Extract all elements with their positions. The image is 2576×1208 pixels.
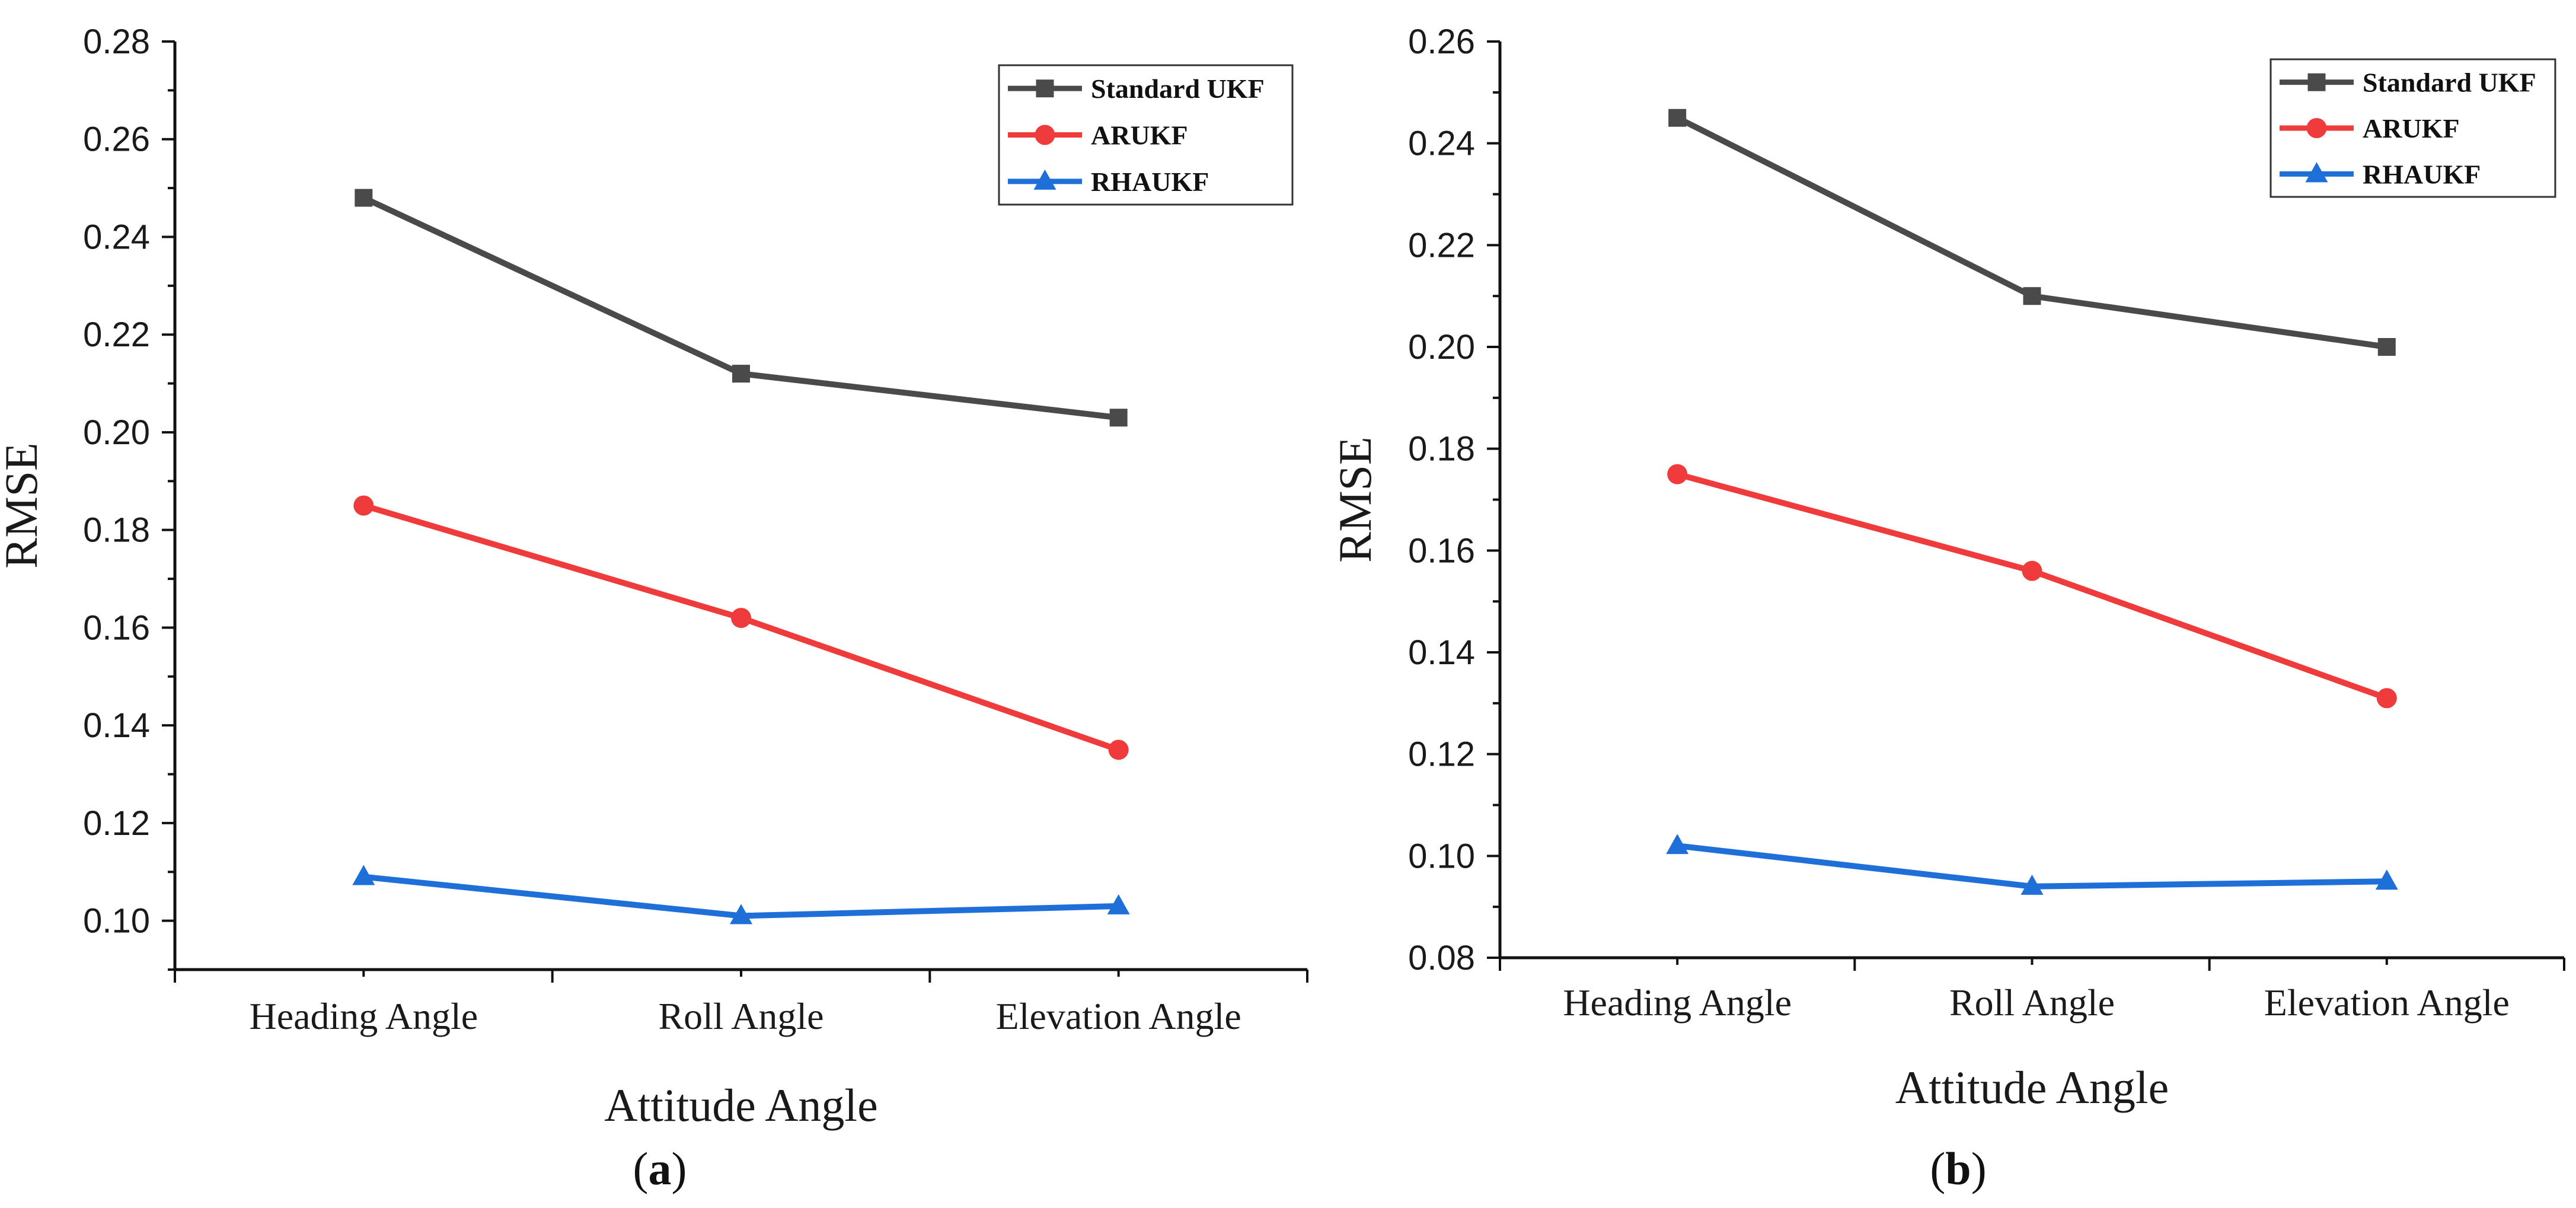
x-tick-label: Roll Angle — [658, 995, 823, 1037]
panel-label-b: (b) — [1930, 1143, 1986, 1194]
y-tick-label: 0.14 — [83, 706, 150, 745]
data-point-0-2 — [1109, 409, 1128, 427]
y-tick-label: 0.22 — [83, 315, 150, 354]
y-tick-label: 0.10 — [83, 902, 150, 941]
x-axis-title: Attitude Angle — [604, 1079, 877, 1131]
y-tick-label: 0.12 — [83, 804, 150, 843]
legend-marker-2 — [1033, 169, 1056, 190]
legend-label-1: ARUKF — [1091, 120, 1188, 151]
data-point-0-2 — [2377, 338, 2396, 356]
legend-label-0: Standard UKF — [2363, 68, 2536, 98]
legend-marker-0 — [1036, 79, 1054, 98]
x-axis-title: Attitude Angle — [1895, 1062, 2169, 1113]
y-tick-label: 0.26 — [1408, 23, 1475, 61]
series-line-1 — [1676, 471, 2388, 701]
y-axis-title: RMSE — [1329, 436, 1381, 562]
legend-label-1: ARUKF — [2363, 113, 2460, 144]
data-point-2-1 — [2020, 874, 2044, 895]
data-point-2-0 — [1666, 834, 1689, 855]
y-tick-label: 0.18 — [83, 511, 150, 550]
data-point-1-1 — [731, 607, 751, 628]
data-point-0-1 — [2023, 287, 2041, 305]
y-tick-label: 0.22 — [1408, 226, 1475, 264]
legend-label-2: RHAUKF — [2363, 159, 2481, 189]
legend-marker-0 — [2307, 73, 2326, 91]
data-point-2-2 — [2375, 869, 2398, 890]
data-point-1-2 — [2376, 688, 2397, 709]
legend-marker-2 — [2305, 162, 2328, 183]
y-tick-label: 0.26 — [83, 120, 150, 159]
panel-label-a: (a) — [633, 1143, 687, 1194]
legend: Standard UKF ARUKF RHAUKF — [998, 64, 1294, 206]
series-line-0 — [362, 195, 1119, 421]
legend-marker-1 — [1035, 125, 1055, 145]
y-tick-label: 0.14 — [1408, 633, 1475, 672]
y-tick-label: 0.12 — [1408, 735, 1475, 774]
y-tick-label: 0.16 — [1408, 531, 1475, 570]
y-tick-label: 0.20 — [1408, 328, 1475, 366]
data-point-2-2 — [1107, 894, 1130, 914]
y-tick-label: 0.24 — [83, 218, 150, 256]
legend-label-0: Standard UKF — [1091, 74, 1265, 104]
data-point-0-1 — [732, 365, 750, 383]
legend-label-2: RHAUKF — [1091, 167, 1209, 197]
x-tick-label: Heading Angle — [1563, 981, 1792, 1024]
y-axis-title: RMSE — [0, 442, 47, 568]
y-tick-label: 0.28 — [83, 23, 150, 61]
data-point-1-1 — [2022, 560, 2042, 581]
data-point-0-0 — [1668, 109, 1687, 127]
legend: Standard UKF ARUKF RHAUKF — [2269, 58, 2556, 198]
y-tick-label: 0.16 — [83, 608, 150, 647]
y-tick-label: 0.18 — [1408, 430, 1475, 468]
data-point-1-0 — [353, 495, 374, 516]
y-tick-label: 0.20 — [83, 413, 150, 452]
y-tick-label: 0.10 — [1408, 837, 1475, 875]
data-point-2-0 — [352, 865, 375, 885]
x-tick-label: Elevation Angle — [996, 995, 1241, 1037]
data-point-1-2 — [1108, 740, 1129, 760]
y-tick-label: 0.24 — [1408, 125, 1475, 163]
y-tick-label: 0.08 — [1408, 939, 1475, 977]
x-tick-label: Heading Angle — [249, 995, 478, 1037]
chart-panel-a: 0.10 0.12 0.14 0.16 0.18 0.20 0.22 0.24 0.26 0.28… — [0, 23, 1308, 1131]
x-tick-label: Elevation Angle — [2264, 981, 2510, 1024]
x-tick-label: Roll Angle — [1949, 981, 2115, 1024]
data-point-0-0 — [355, 189, 373, 207]
legend-marker-1 — [2306, 118, 2327, 138]
chart-panel-b: 0.08 0.10 0.12 0.14 0.16 0.18 0.20 0.22 0.24 0.26… — [1329, 23, 2565, 1113]
data-point-1-0 — [1667, 464, 1688, 485]
data-point-2-1 — [730, 904, 752, 925]
